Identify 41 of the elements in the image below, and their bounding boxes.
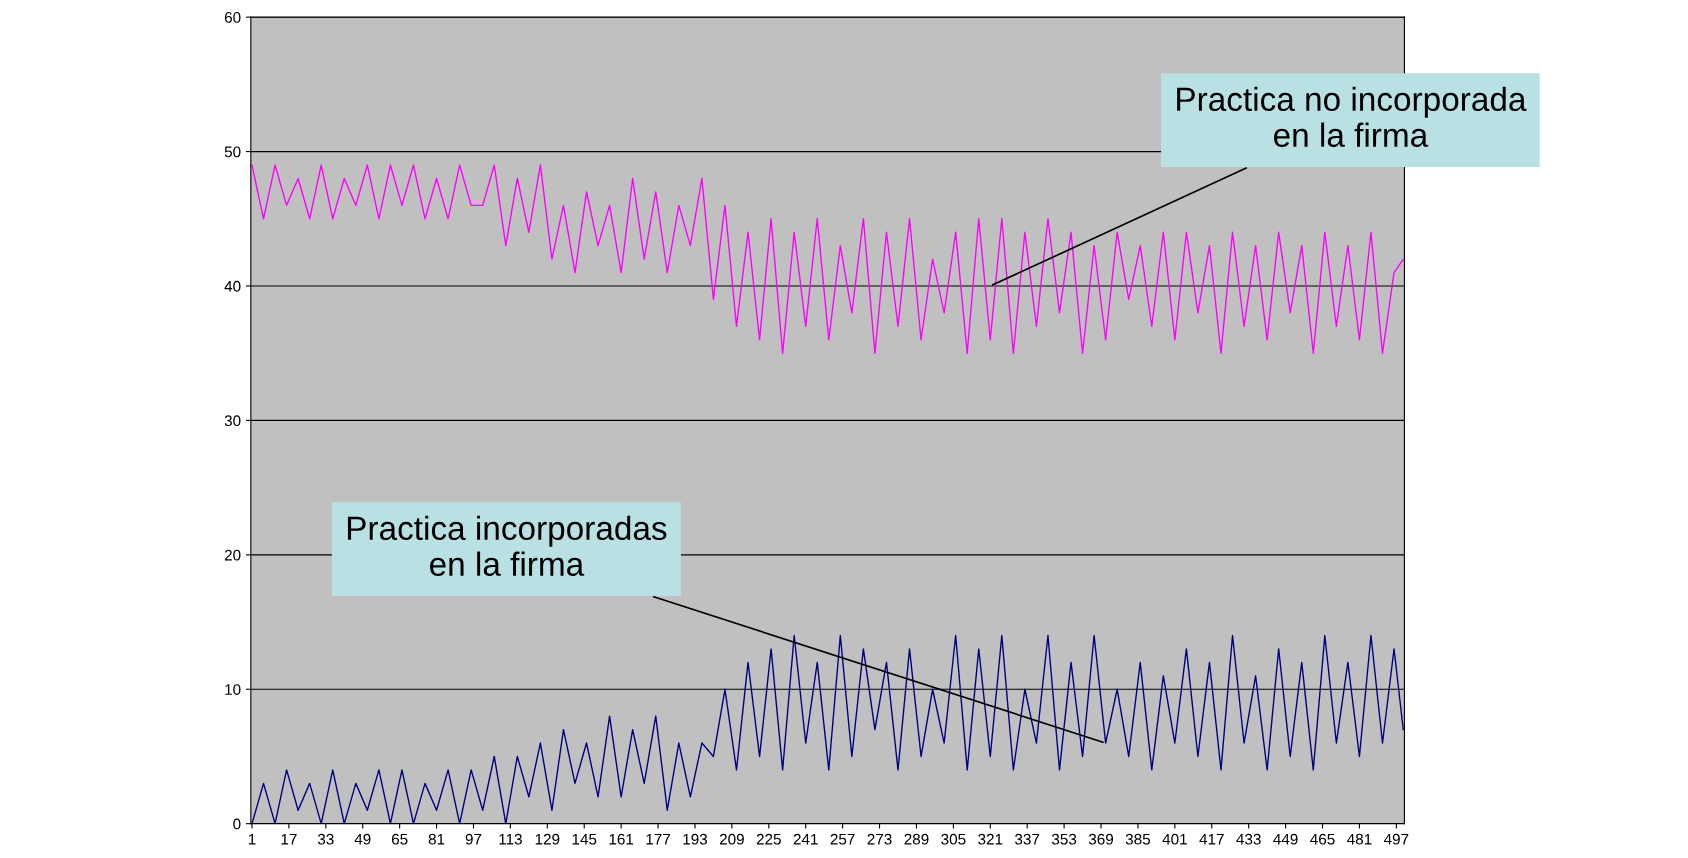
x-tick-label: 337 <box>1015 833 1040 845</box>
x-tick-label: 257 <box>830 833 855 845</box>
x-tick-label: 193 <box>683 833 708 845</box>
x-tick-label: 273 <box>867 833 892 845</box>
y-tick-label: 50 <box>224 146 241 158</box>
x-tick-label: 17 <box>281 833 297 845</box>
annotation: Practica incorporadas en la firma <box>347 515 667 577</box>
x-tick-label: 225 <box>756 833 781 845</box>
x-tick-label: 385 <box>1125 833 1151 845</box>
y-tick-label: 10 <box>225 684 241 695</box>
x-tick-label: 97 <box>465 833 482 845</box>
y-tick-label: 20 <box>224 549 241 561</box>
x-tick-label: 433 <box>1236 833 1261 845</box>
y-tick-label: 0 <box>233 818 241 830</box>
x-tick-label: 161 <box>609 833 634 845</box>
x-tick-label: 305 <box>941 833 966 845</box>
x-tick-label: 369 <box>1088 833 1114 845</box>
y-tick-label: 60 <box>224 12 241 23</box>
x-tick-label: 465 <box>1310 833 1335 845</box>
y-tick-label: 30 <box>224 415 241 427</box>
x-tick-label: 81 <box>428 833 445 845</box>
x-tick-label: 449 <box>1273 833 1298 845</box>
x-tick-label: 321 <box>978 833 1003 845</box>
x-tick-label: 241 <box>793 833 818 845</box>
x-tick-label: 401 <box>1162 833 1187 845</box>
y-tick-label: 40 <box>224 280 241 292</box>
x-tick-label: 1 <box>248 833 256 845</box>
x-tick-label: 289 <box>904 833 929 845</box>
x-tick-label: 113 <box>499 833 522 845</box>
x-tick-label: 209 <box>719 833 744 845</box>
x-tick-label: 33 <box>317 833 334 845</box>
x-tick-label: 49 <box>354 833 371 845</box>
x-tick-label: 145 <box>572 833 597 845</box>
x-tick-label: 481 <box>1347 833 1372 845</box>
x-tick-label: 417 <box>1199 833 1224 845</box>
x-tick-label: 129 <box>535 833 560 845</box>
annotation: Practica no incorporada en la firma <box>1177 86 1527 148</box>
x-tick-label: 65 <box>391 833 408 845</box>
x-tick-label: 497 <box>1383 833 1409 845</box>
x-tick-label: 177 <box>646 833 671 845</box>
x-tick-label: 353 <box>1051 833 1077 845</box>
